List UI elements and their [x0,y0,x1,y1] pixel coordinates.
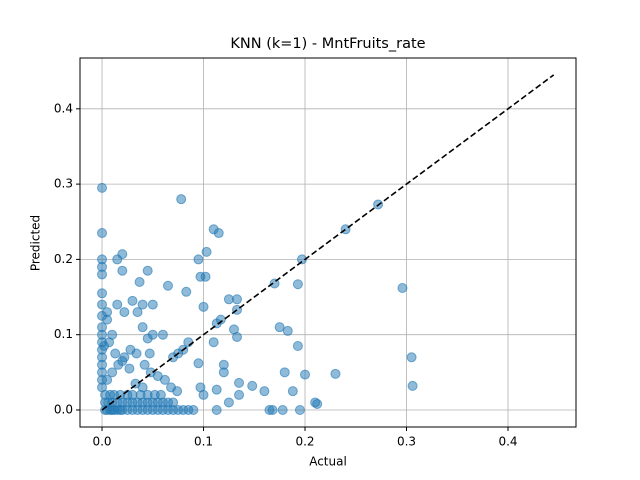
point [223,397,234,408]
point [142,333,153,344]
point [259,386,270,397]
point [124,363,135,374]
point [247,380,258,391]
point [208,337,219,348]
x-tick-label: 0.3 [397,435,416,449]
point [144,348,155,359]
point [232,331,243,342]
point [274,322,285,333]
point [211,384,222,395]
point [312,398,323,409]
y-tick-label: 0.4 [54,101,73,115]
point [107,367,118,378]
point [234,377,245,388]
point [181,286,192,297]
point [97,182,108,193]
point [213,228,224,239]
point [131,348,142,359]
point [198,301,209,312]
point [294,404,305,415]
point [176,194,187,205]
point [142,265,153,276]
x-axis-label: Actual [309,455,347,469]
point [159,374,170,385]
point [232,294,243,305]
point [330,368,341,379]
y-axis-label: Predicted [29,215,43,271]
point [296,254,307,265]
point [397,283,408,294]
y-tick-label: 0.2 [54,252,73,266]
point [104,337,115,348]
point [201,246,212,257]
point [300,369,311,380]
point [119,307,130,318]
point [193,358,204,369]
point [137,299,148,310]
point [188,404,199,415]
point [407,380,418,391]
point [218,367,229,378]
point [110,348,121,359]
point [279,367,290,378]
point [102,374,113,385]
point [277,404,288,415]
point [134,276,145,287]
point [292,279,303,290]
point [267,404,278,415]
x-tick-label: 0.2 [295,435,314,449]
point [155,389,166,400]
point [112,299,123,310]
point [282,325,293,336]
x-tick-label: 0.1 [194,435,213,449]
y-tick-label: 0.0 [54,402,73,416]
point [292,340,303,351]
x-tick-label: 0.0 [92,435,111,449]
point [234,389,245,400]
point [137,382,148,393]
point [200,271,211,282]
point [157,329,168,340]
point [168,397,179,408]
x-tick-label: 0.4 [498,435,517,449]
point [162,280,173,291]
point [287,386,298,397]
y-tick-label: 0.3 [54,177,73,191]
point [211,404,222,415]
point [137,322,148,333]
point [97,299,108,310]
point [117,265,128,276]
point [139,359,150,370]
point [117,249,128,260]
point [132,307,143,318]
y-tick-label: 0.1 [54,327,73,341]
point [406,352,417,363]
point [97,310,108,321]
point [147,299,158,310]
chart-title: KNN (k=1) - MntFruits_rate [230,36,425,52]
point [198,389,209,400]
point [127,295,138,306]
point [97,228,108,239]
point [193,254,204,265]
point [97,269,108,280]
point [117,356,128,367]
reference-line [101,74,555,411]
point [172,386,183,397]
point [97,288,108,299]
plot-frame [79,57,577,428]
